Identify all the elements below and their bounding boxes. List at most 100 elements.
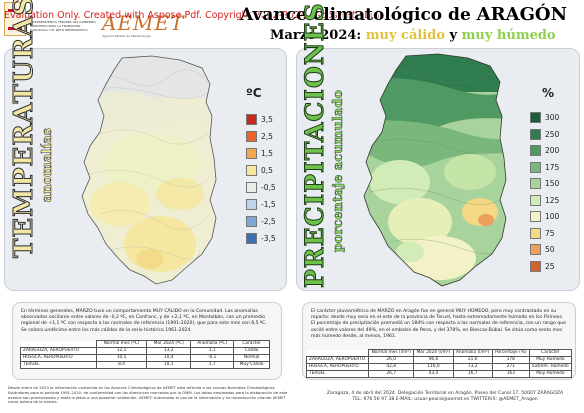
precipitation-table-cell: 21,6 <box>452 356 493 364</box>
footer-contact: Zaragoza, 4 de abril del 2024. Delegació… <box>314 391 576 402</box>
subtitle-temperature-character: muy cálido <box>365 28 446 43</box>
precipitation-summary-text: El carácter pluviométrico de MARZO en Ar… <box>311 309 566 339</box>
temperature-table-cell: ZARAGOZA, AEROPUERTO <box>20 347 97 355</box>
precipitation-legend-label: 200 <box>545 146 560 155</box>
precipitation-table-row: HUESCA, AEROPUERTO 42,8 116,0 73,2 271 Extrem… <box>305 363 573 371</box>
temperature-table-cell: Muy Cálido <box>233 361 270 369</box>
precipitation-table-header-cell: Normal mes (l/m²) <box>368 349 415 357</box>
temperature-legend-swatch <box>246 148 257 159</box>
page-title-prefix: Avance climatológico de <box>240 5 477 25</box>
temperature-table-row: HUESCA, AEROPUERTO 10,5 10,4 -0,1 Normal <box>20 354 270 362</box>
temperature-table-cell: 10,1 <box>146 361 192 369</box>
precipitation-table-cell: Muy Húmedo <box>528 356 573 364</box>
temperature-table-cell: Cálido <box>233 347 270 355</box>
precipitation-table-row: TERUEL 26,7 43,4 16,7 163 Muy Húmedo <box>305 370 573 378</box>
temperature-table-header-cell: Mar 2024 (ºC) <box>146 340 192 348</box>
precipitation-legend-swatch <box>530 178 541 189</box>
temperature-legend-label: 1,5 <box>261 149 273 158</box>
temperature-legend-swatch <box>246 182 257 193</box>
precipitation-legend-label: 75 <box>545 228 555 238</box>
temperature-table-cell: -0,1 <box>190 354 235 362</box>
temperature-anomaly-map <box>81 55 217 285</box>
temperature-legend-swatch <box>246 131 257 142</box>
precipitation-legend-swatch <box>530 161 541 173</box>
temperature-panel-title: TEMPERATURAS <box>9 0 40 259</box>
precipitation-table-cell: 163 <box>491 370 530 378</box>
temperature-table-header-row: Normal mes (ºC) Mar 2024 (ºC) Anomalía (ºC… <box>20 340 270 348</box>
precipitation-table-cell: 46,6 <box>413 356 454 364</box>
precipitation-legend-swatch <box>530 244 541 255</box>
precipitation-legend-swatch <box>530 194 541 206</box>
precipitation-table-cell: Extrem. Húmedo <box>528 363 573 371</box>
precipitation-table-cell: 73,2 <box>452 363 493 371</box>
temperature-table-cell: Normal <box>233 354 270 362</box>
temperature-table-row: ZARAGOZA, AEROPUERTO 12,1 13,2 1,1 Cálido <box>20 347 270 355</box>
precipitation-table-cell: 16,7 <box>452 370 493 378</box>
page-subtitle: Marzo 2024: muy cálido y muy húmedo <box>270 28 556 43</box>
temperature-legend-swatch <box>246 233 257 244</box>
temperature-legend-label: 0,5 <box>261 166 273 175</box>
precipitation-table-cell: 116,0 <box>413 363 454 371</box>
precipitation-table-cell: 178 <box>491 356 530 364</box>
temperature-legend-swatch <box>246 199 257 210</box>
precipitation-table-cell: Muy Húmedo <box>528 370 573 378</box>
precipitation-table-header-cell: Mar 2024 (l/m²) <box>413 349 454 357</box>
temperature-table-cell: 1,1 <box>190 347 235 355</box>
ministry-name: VICEPRESIDENCIA TERCERA DEL GOBIERNO MIN… <box>30 20 96 32</box>
precipitation-stations-table: Normal mes (l/m²) Mar 2024 (l/m²) Anomalía… <box>305 349 573 378</box>
precipitation-panel-title: PRECIPITACIONES <box>300 2 330 289</box>
temperature-legend-label: -3,5 <box>261 234 276 243</box>
temperature-table-header-cell: Anomalía (ºC) <box>190 340 235 348</box>
temperature-table-cell: 13,2 <box>146 347 192 355</box>
page-title-region: ARAGÓN <box>476 4 568 25</box>
temperature-table-cell: TERUEL <box>20 361 97 369</box>
precipitation-table-header-cell: Porcentaje (%) <box>491 349 530 357</box>
temperature-table-cell: 1,7 <box>190 361 235 369</box>
precipitation-legend-label: 100 <box>545 212 560 221</box>
temperature-table-cell: 10,5 <box>95 354 148 362</box>
aemet-logo-subtitle: Agencia Estatal de Meteorología <box>102 34 151 38</box>
precipitation-table-cell: TERUEL <box>305 370 370 378</box>
temperature-table-cell: 10,4 <box>146 354 192 362</box>
subtitle-month: Marzo 2024: <box>270 28 366 43</box>
subtitle-and: y <box>445 28 462 43</box>
footer-address: Zaragoza, 4 de abril del 2024. Delegació… <box>326 391 564 396</box>
precipitation-table-cell: 26,7 <box>368 370 415 378</box>
temperature-legend-swatch <box>246 165 257 176</box>
temperature-legend-label: -1,5 <box>261 200 276 209</box>
temperature-table-cell: 12,1 <box>95 347 148 355</box>
footer-disclaimer: Desde enero de 2023 la información conte… <box>8 385 288 405</box>
temperature-legend-label: 3,5 <box>261 115 273 124</box>
precipitation-table-row: ZARAGOZA, AEROPUERTO 26,0 46,6 21,6 178 Muy H… <box>305 356 573 364</box>
temperature-summary-text: En términos generales, MARZO tuvo un com… <box>21 309 267 333</box>
temperature-table-row: TERUEL 8,4 10,1 1,7 Muy Cálido <box>20 361 270 369</box>
precipitation-legend-swatch <box>530 260 541 272</box>
page-title: Avance climatológico de ARAGÓN <box>240 4 567 25</box>
precipitation-table-header-row: Normal mes (l/m²) Mar 2024 (l/m²) Anomalía… <box>306 349 573 357</box>
temperature-legend-label: 2,5 <box>261 132 273 141</box>
precipitation-legend-swatch <box>530 145 541 156</box>
precipitation-legend-swatch <box>530 211 541 222</box>
evaluation-watermark: Evaluation Only. Created with Aspose.Pdf… <box>4 10 383 21</box>
precipitation-table-header-cell <box>306 349 369 357</box>
temperature-legend-swatch <box>246 114 257 125</box>
temperature-table-header-cell: Normal mes (ºC) <box>95 340 148 348</box>
temperature-panel-subtitle: anomalías <box>40 128 56 203</box>
precipitation-table-header-cell: Anomalía (l/m²) <box>452 349 493 357</box>
precipitation-legend-unit: % <box>542 86 555 100</box>
precipitation-legend-label: 125 <box>545 195 560 205</box>
precipitation-legend-label: 25 <box>545 261 555 271</box>
precipitation-legend-label: 250 <box>545 129 560 139</box>
precipitation-legend-label: 150 <box>545 179 560 188</box>
temperature-table-cell: 8,4 <box>95 361 148 369</box>
temperature-legend-unit: ºC <box>246 86 262 100</box>
precipitation-table-header-cell: Carácter <box>528 349 573 357</box>
precipitation-table-cell: 26,0 <box>368 356 415 364</box>
precipitation-table-cell: 43,4 <box>413 370 454 378</box>
precipitation-table-cell: HUESCA, AEROPUERTO <box>305 363 370 371</box>
temperature-table-cell: HUESCA, AEROPUERTO <box>20 354 97 362</box>
subtitle-precipitation-character: muy húmedo <box>461 28 556 43</box>
precipitation-legend-swatch <box>530 112 541 123</box>
precipitation-percentage-map <box>363 53 507 287</box>
